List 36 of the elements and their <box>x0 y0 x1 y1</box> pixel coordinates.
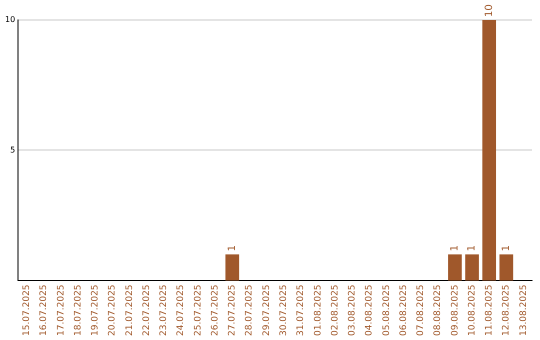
x-tick-label: 18.07.2025 <box>73 284 84 336</box>
x-tick-label: 31.07.2025 <box>296 284 306 336</box>
x-tick-label: 30.07.2025 <box>278 284 289 336</box>
x-tick-label: 10.08.2025 <box>467 284 478 336</box>
x-tick-label: 08.08.2025 <box>433 284 444 336</box>
data-label: 1 <box>226 245 238 252</box>
x-tick-label: 19.07.2025 <box>90 284 101 336</box>
x-tick-label: 15.07.2025 <box>22 284 32 336</box>
data-label: 10 <box>484 4 495 17</box>
x-tick-label: 13.08.2025 <box>518 284 529 336</box>
x-tick-label: 06.08.2025 <box>398 284 409 336</box>
x-tick-label: 25.07.2025 <box>193 284 204 336</box>
x-tick-label: 04.08.2025 <box>364 284 375 336</box>
x-tick-label: 20.07.2025 <box>108 284 118 336</box>
x-tick-label: 28.07.2025 <box>244 284 255 336</box>
data-label: 1 <box>450 245 461 252</box>
x-tick-label: 23.07.2025 <box>159 284 170 336</box>
x-tick-label: 21.07.2025 <box>124 284 135 336</box>
data-label: 1 <box>500 245 512 252</box>
y-tick-label: 5 <box>10 145 16 154</box>
data-label: 1 <box>466 245 478 252</box>
x-tick-label: 26.07.2025 <box>210 284 220 336</box>
x-tick-label: 03.08.2025 <box>348 284 358 336</box>
x-tick-label: 11.08.2025 <box>484 284 495 336</box>
x-tick-label: 02.08.2025 <box>330 284 340 336</box>
x-tick-label: 12.08.2025 <box>502 284 512 336</box>
x-tick-label: 29.07.2025 <box>262 284 272 336</box>
x-tick-label: 09.08.2025 <box>450 284 460 336</box>
x-tick-label: 22.07.2025 <box>142 284 152 336</box>
x-tick-label: 07.08.2025 <box>416 284 426 336</box>
x-tick-label: 17.07.2025 <box>56 284 66 336</box>
x-tick-label: 27.07.2025 <box>228 284 238 336</box>
x-tick-label: 16.07.2025 <box>39 284 50 336</box>
x-tick-label: 05.08.2025 <box>382 284 392 336</box>
x-tick-label: 24.07.2025 <box>176 284 186 336</box>
x-tick-label: 01.08.2025 <box>313 284 324 336</box>
